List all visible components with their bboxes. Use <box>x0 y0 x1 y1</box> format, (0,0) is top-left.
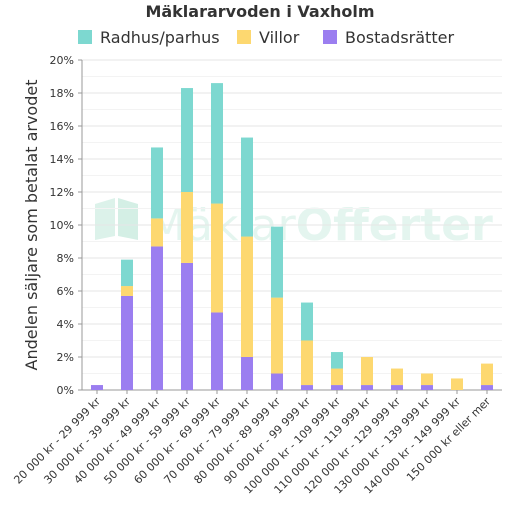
bar-bostadsr-tter <box>421 385 433 390</box>
legend-label: Radhus/parhus <box>100 28 220 47</box>
bar-radhus-parhus <box>181 88 193 192</box>
y-axis-label: Andelen säljare som betalat arvodet <box>22 80 41 371</box>
bar-radhus-parhus <box>271 226 283 298</box>
y-tick-label: 4% <box>57 318 74 331</box>
y-tick-label: 18% <box>50 87 74 100</box>
bar-radhus-parhus <box>241 137 253 237</box>
bar-villor <box>121 286 133 296</box>
legend-label: Bostadsrätter <box>345 28 454 47</box>
bar-radhus-parhus <box>301 302 313 341</box>
bar-bostadsr-tter <box>151 246 163 390</box>
y-axis: 0% 2% 4% 6% 8% 10% 12% 14% 16% 18% 20% <box>50 54 82 397</box>
legend: Radhus/parhus Villor Bostadsrätter <box>78 28 454 47</box>
legend-item-radhus-parhus: Radhus/parhus <box>78 28 220 47</box>
legend-item-bostadsr-tter: Bostadsrätter <box>323 28 454 47</box>
bar-bostadsr-tter <box>391 385 403 390</box>
legend-swatch <box>323 30 337 44</box>
bar-radhus-parhus <box>151 147 163 219</box>
bar-villor <box>241 236 253 357</box>
bar-bostadsr-tter <box>181 262 193 390</box>
bar-villor <box>331 368 343 386</box>
bar-villor <box>271 297 283 374</box>
watermark-logo-icon <box>95 198 138 240</box>
bar-bostadsr-tter <box>301 385 313 390</box>
bar-bostadsr-tter <box>331 385 343 390</box>
y-tick-label: 2% <box>57 351 74 364</box>
bar-villor <box>151 218 163 247</box>
y-tick-label: 6% <box>57 285 74 298</box>
bar-bostadsr-tter <box>271 373 283 390</box>
bar-villor <box>181 192 193 263</box>
y-tick-label: 0% <box>57 384 74 397</box>
bar-bostadsr-tter <box>481 385 493 390</box>
bar-villor <box>301 340 313 386</box>
legend-item-villor: Villor <box>237 28 300 47</box>
legend-swatch <box>237 30 251 44</box>
bar-villor <box>391 368 403 386</box>
bar-bostadsr-tter <box>211 312 223 390</box>
bar-bostadsr-tter <box>91 385 103 390</box>
grid <box>81 59 502 391</box>
bar-bostadsr-tter <box>121 295 133 390</box>
bar-radhus-parhus <box>211 83 223 204</box>
bar-radhus-parhus <box>331 352 343 369</box>
y-tick-label: 10% <box>50 219 74 232</box>
bar-villor <box>421 373 433 386</box>
bar-villor <box>481 363 493 386</box>
bar-bostadsr-tter <box>241 357 253 390</box>
bar-villor <box>361 357 373 386</box>
bar-villor <box>211 203 223 313</box>
bar-bostadsr-tter <box>361 385 373 390</box>
bar-villor <box>451 378 463 390</box>
y-tick-label: 16% <box>50 120 74 133</box>
chart-title: Mäklararvoden i Vaxholm <box>145 2 374 21</box>
bar-radhus-parhus <box>121 259 133 287</box>
y-tick-label: 12% <box>50 186 74 199</box>
legend-label: Villor <box>259 28 300 47</box>
legend-swatch <box>78 30 92 44</box>
y-tick-label: 8% <box>57 252 74 265</box>
bars <box>91 83 493 390</box>
y-tick-label: 14% <box>50 153 74 166</box>
y-tick-label: 20% <box>50 54 74 67</box>
